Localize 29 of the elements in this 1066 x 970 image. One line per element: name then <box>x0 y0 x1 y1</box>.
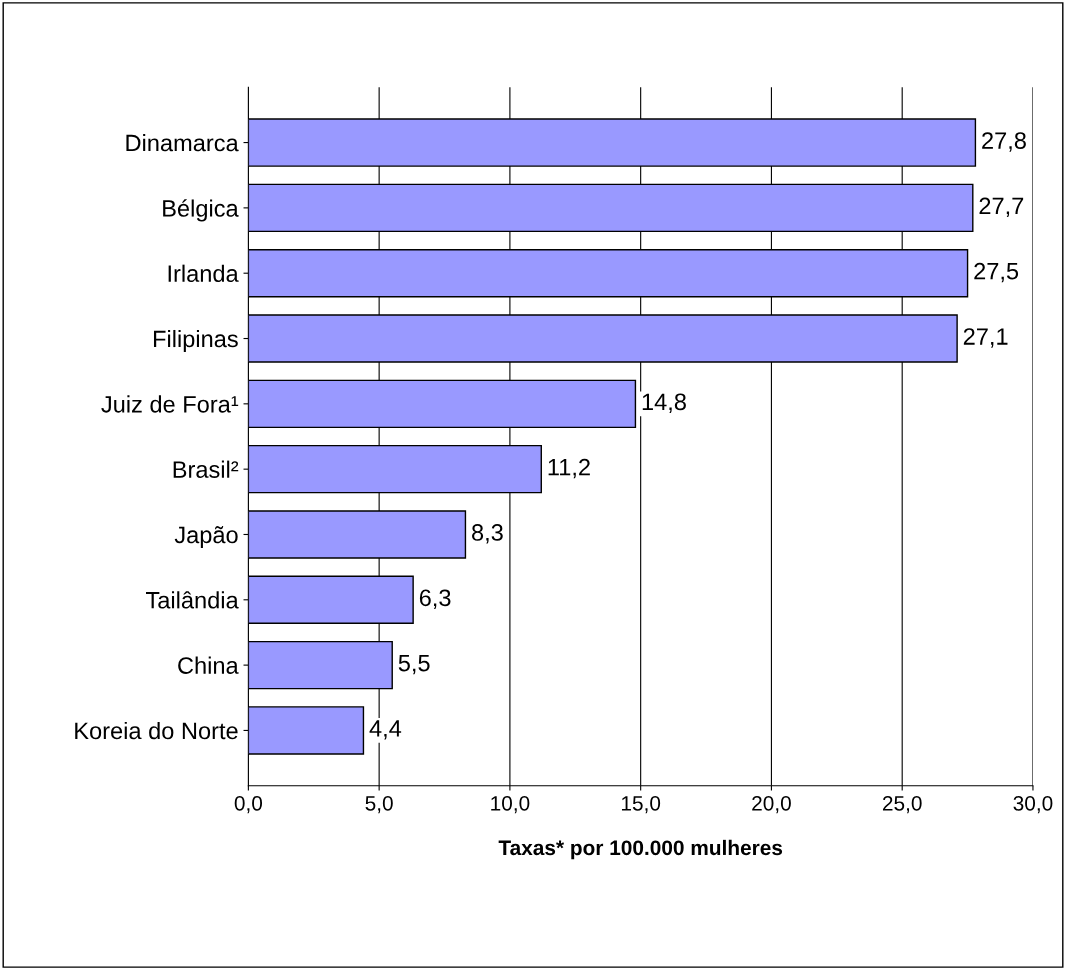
y-tick-label: Tailândia <box>146 591 239 609</box>
y-tick-label: Koreia do Norte <box>75 721 238 740</box>
y-tick-label: Irlanda <box>168 264 239 282</box>
data-label: 27,7 <box>979 197 1024 218</box>
data-label: 11,2 <box>548 458 590 479</box>
x-tick-label: 20,0 <box>752 795 791 814</box>
data-label: 14,8 <box>642 393 686 413</box>
data-label: 27,5 <box>974 262 1019 283</box>
y-tick-label: Brasil² <box>173 460 239 478</box>
x-tick-label: 25,0 <box>882 795 922 814</box>
x-axis-title: Taxas* por 100.000 mulheres <box>498 839 783 860</box>
y-tick-label: China <box>178 656 239 674</box>
x-tick-label: 30,0 <box>1013 795 1053 814</box>
y-tick-label: Dinamarca <box>126 134 239 152</box>
data-label: 4,4 <box>369 720 402 740</box>
x-tick-label: 5,0 <box>365 795 393 814</box>
data-label: 27,8 <box>982 132 1026 152</box>
data-label: 5,5 <box>398 654 430 675</box>
data-label: 27,1 <box>963 328 1008 348</box>
data-label: 8,3 <box>472 524 503 544</box>
y-tick-label: Bélgica <box>163 199 239 222</box>
data-label: 6,3 <box>419 589 451 609</box>
x-tick-label: 10,0 <box>491 795 530 814</box>
x-tick-label: 0,0 <box>234 795 263 814</box>
bar <box>248 706 365 755</box>
y-tick-label: Filipinas <box>153 329 238 352</box>
y-tick-label: Japão <box>174 526 238 548</box>
y-tick-label: Juiz de Fora¹ <box>101 395 239 413</box>
x-tick-label: 15,0 <box>621 795 661 814</box>
